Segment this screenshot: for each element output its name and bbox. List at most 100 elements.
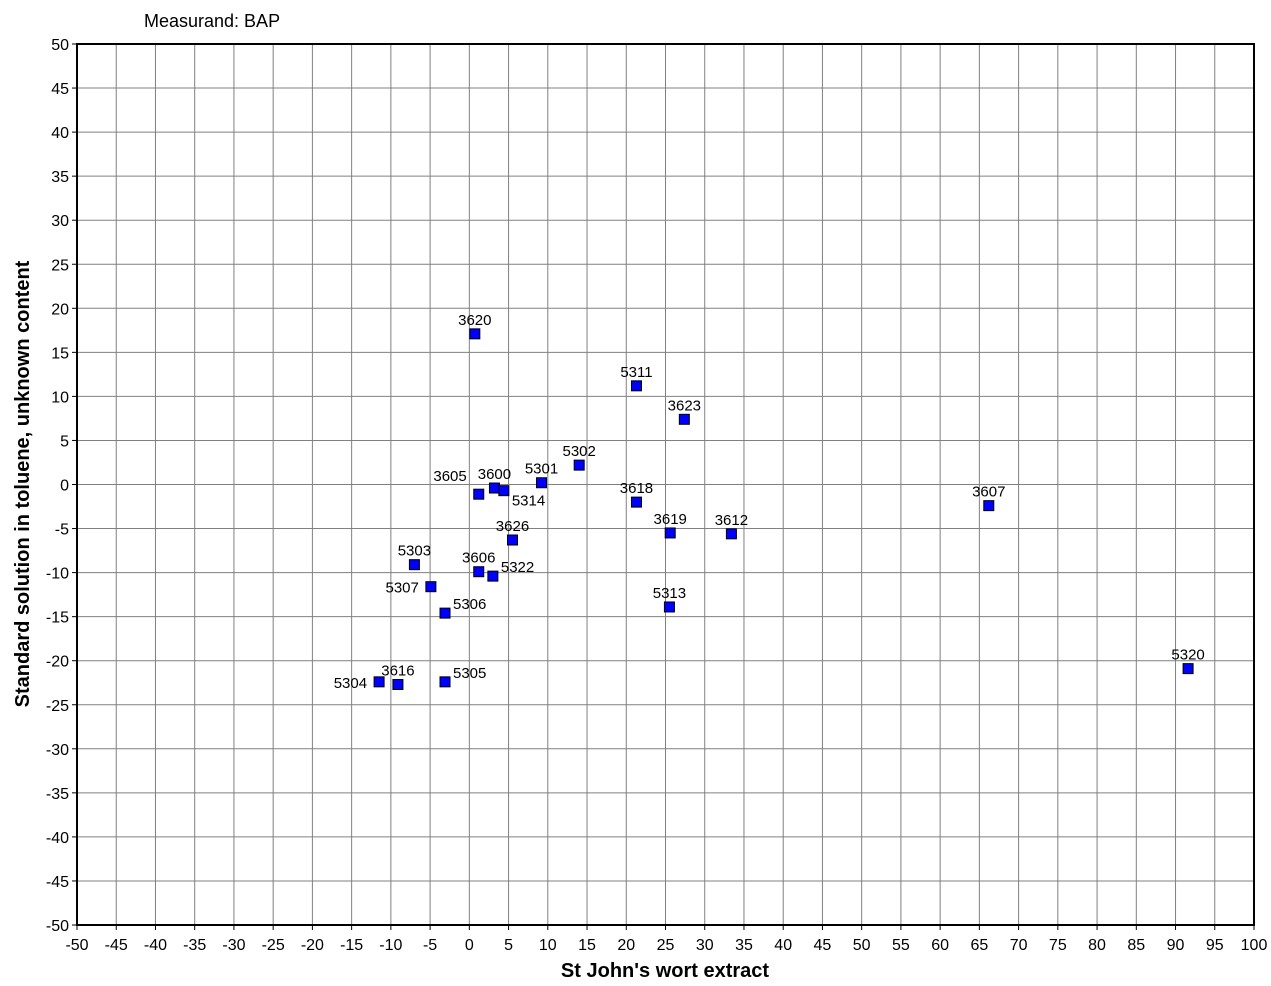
- x-tick-label: 80: [1088, 937, 1106, 954]
- y-tick-label: 35: [51, 169, 69, 186]
- x-tick-label: 55: [892, 937, 910, 954]
- x-tick-label: 65: [970, 937, 988, 954]
- data-point: [1182, 663, 1194, 675]
- y-tick-label: 0: [60, 478, 69, 495]
- y-tick-label: -25: [46, 698, 69, 715]
- point-label: 5314: [512, 493, 545, 510]
- x-tick-label: -40: [144, 937, 167, 954]
- x-tick-label: 20: [617, 937, 635, 954]
- y-tick-label: 50: [51, 37, 69, 54]
- y-tick-label: -15: [46, 610, 69, 627]
- data-point: [408, 559, 420, 571]
- point-label: 3616: [381, 662, 414, 679]
- data-point: [630, 380, 642, 392]
- point-label: 5304: [334, 675, 367, 692]
- y-tick-label: -20: [46, 654, 69, 671]
- data-point: [373, 676, 385, 688]
- x-tick-label: -25: [262, 937, 285, 954]
- x-tick-label: 70: [1010, 937, 1028, 954]
- point-label: 3607: [972, 484, 1005, 501]
- x-tick-label: -30: [222, 937, 245, 954]
- data-point: [473, 488, 485, 500]
- point-label: 3618: [620, 480, 653, 497]
- y-tick-label: 30: [51, 213, 69, 230]
- point-label: 3606: [462, 550, 495, 567]
- x-tick-label: -5: [423, 937, 437, 954]
- point-label: 5306: [453, 596, 486, 613]
- point-label: 3623: [668, 397, 701, 414]
- point-label: 5301: [525, 461, 558, 478]
- y-tick-label: -5: [55, 522, 69, 539]
- point-label: 3626: [496, 518, 529, 535]
- point-label: 3600: [478, 466, 511, 483]
- data-point: [725, 528, 737, 540]
- x-tick-labels: -50 -45 -40 -35 -30 -25 -20 -15 -10 -5 0 5 10 15 20 25 3…: [65, 937, 1267, 954]
- x-tick-label: -45: [105, 937, 128, 954]
- data-point: [487, 570, 499, 582]
- y-tick-labels: -50-45-40-35-30-25-20-15-10-505101520253…: [46, 37, 69, 935]
- point-label: 5307: [386, 580, 419, 597]
- data-point: [630, 496, 642, 508]
- x-tick-label: 35: [735, 937, 753, 954]
- x-tick-label: 10: [539, 937, 557, 954]
- y-tick-label: 20: [51, 301, 69, 318]
- data-point: [983, 500, 995, 512]
- x-tick-label: 95: [1206, 937, 1224, 954]
- grid-lines: [77, 44, 1254, 925]
- x-tick-label: 25: [657, 937, 675, 954]
- x-tick-label: 90: [1167, 937, 1185, 954]
- point-label: 5305: [453, 665, 486, 682]
- x-tick-label: 85: [1127, 937, 1145, 954]
- data-point: [536, 477, 548, 489]
- point-label: 3605: [433, 468, 466, 485]
- data-point: [498, 485, 510, 497]
- point-label: 5320: [1171, 647, 1204, 664]
- x-tick-label: 15: [578, 937, 596, 954]
- y-tick-label: -10: [46, 566, 69, 583]
- data-point: [506, 534, 518, 546]
- point-label: 5311: [620, 364, 652, 381]
- y-tick-label: 40: [51, 125, 69, 142]
- y-tick-label: -35: [46, 786, 69, 803]
- point-label: 3620: [458, 312, 491, 329]
- x-tick-label: 100: [1241, 937, 1268, 954]
- data-point: [664, 527, 676, 539]
- y-tick-label: 10: [51, 389, 69, 406]
- point-label: 5322: [501, 559, 534, 576]
- y-tick-label: 5: [60, 433, 69, 450]
- x-tick-label: -10: [379, 937, 402, 954]
- point-label: 5302: [562, 443, 595, 460]
- x-tick-label: 50: [853, 937, 871, 954]
- y-axis-title: Standard solution in toluene, unknown co…: [12, 260, 34, 707]
- data-point: [392, 678, 404, 690]
- y-tick-label: -30: [46, 742, 69, 759]
- point-label: 3612: [715, 512, 748, 529]
- data-point: [488, 482, 500, 494]
- point-label: 5313: [653, 585, 686, 602]
- x-tick-label: 60: [931, 937, 949, 954]
- x-tick-label: 45: [814, 937, 832, 954]
- point-label: 5303: [398, 543, 431, 560]
- y-tick-label: -50: [46, 918, 69, 935]
- data-point: [473, 566, 485, 578]
- axes: [72, 43, 1255, 930]
- data-point: [663, 601, 675, 613]
- x-tick-label: -15: [340, 937, 363, 954]
- data-point: [439, 607, 451, 619]
- x-tick-label: -20: [301, 937, 324, 954]
- y-tick-label: 25: [51, 257, 69, 274]
- data-points: [373, 328, 1194, 690]
- data-point: [678, 413, 690, 425]
- y-tick-label: 45: [51, 81, 69, 98]
- data-point: [573, 459, 585, 471]
- x-tick-label: -50: [65, 937, 88, 954]
- x-tick-label: 75: [1049, 937, 1067, 954]
- x-axis-title: St John's wort extract: [561, 960, 769, 981]
- plot-frame: [76, 43, 1255, 926]
- data-point: [425, 581, 437, 593]
- y-tick-label: -40: [46, 830, 69, 847]
- data-point: [439, 676, 451, 688]
- x-tick-label: 0: [465, 937, 474, 954]
